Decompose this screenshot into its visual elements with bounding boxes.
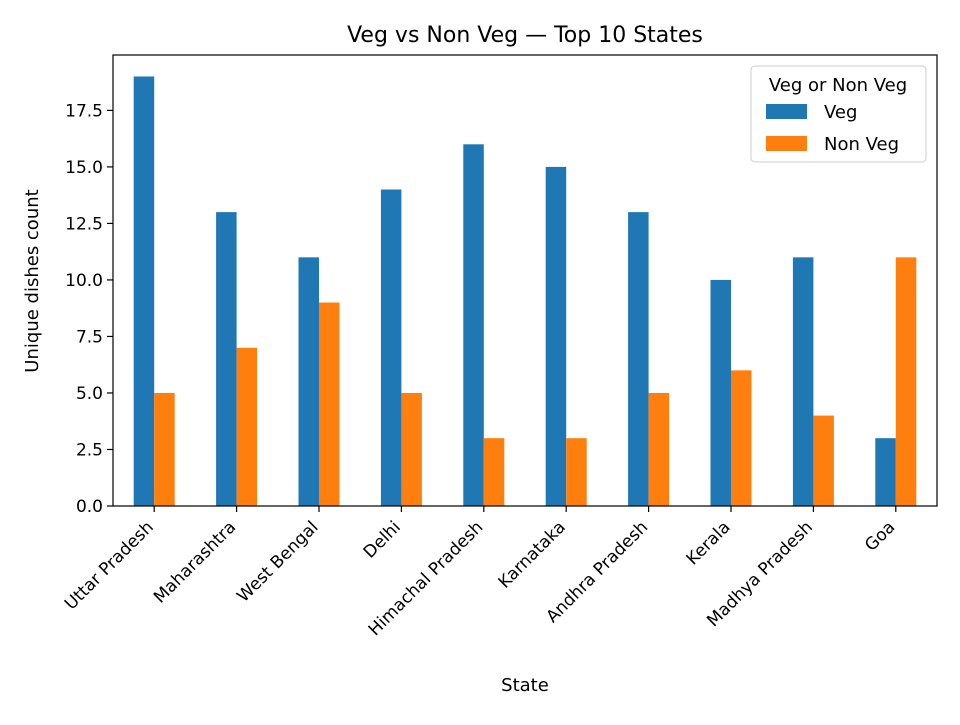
x-tick-label: West Bengal bbox=[233, 517, 322, 606]
y-tick-label: 12.5 bbox=[65, 214, 103, 234]
legend-label-veg: Veg bbox=[824, 102, 857, 123]
bar-non-veg-delhi bbox=[401, 392, 422, 506]
x-tick-label: Goa bbox=[861, 517, 899, 555]
bar-non-veg-himachal-pradesh bbox=[483, 438, 505, 506]
bar-veg-karnataka bbox=[545, 166, 567, 506]
bar-non-veg-karnataka bbox=[566, 438, 587, 506]
y-tick-label: 15.0 bbox=[65, 158, 103, 178]
bar-veg-goa bbox=[875, 438, 896, 506]
bars-layer bbox=[133, 76, 917, 506]
x-tick-label: Karnataka bbox=[495, 517, 570, 592]
bar-non-veg-uttar-pradesh bbox=[154, 392, 175, 506]
bar-veg-uttar-pradesh bbox=[133, 76, 155, 506]
bar-non-veg-goa bbox=[895, 257, 917, 506]
y-tick-label: 17.5 bbox=[65, 101, 103, 121]
x-tick-label: Uttar Pradesh bbox=[61, 517, 158, 614]
y-tick-label: 0.0 bbox=[76, 497, 103, 517]
x-axis-label: State bbox=[501, 675, 549, 696]
legend-swatch-veg bbox=[766, 104, 807, 119]
legend-title: Veg or Non Veg bbox=[769, 75, 907, 96]
bar-non-veg-kerala bbox=[731, 370, 752, 506]
bar-veg-andhra-pradesh bbox=[628, 212, 649, 506]
bar-veg-west-bengal bbox=[298, 257, 319, 506]
x-tick-label: Kerala bbox=[683, 517, 735, 569]
bar-veg-maharashtra bbox=[216, 212, 237, 506]
legend: Veg or Non Veg Veg Non Veg bbox=[750, 65, 927, 163]
bar-non-veg-maharashtra bbox=[236, 347, 258, 506]
y-axis-label: Unique dishes count bbox=[22, 189, 43, 372]
y-tick-label: 7.5 bbox=[76, 327, 103, 347]
bar-non-veg-madhya-pradesh bbox=[813, 415, 834, 506]
bar-veg-himachal-pradesh bbox=[463, 144, 484, 506]
y-tick-label: 10.0 bbox=[65, 271, 103, 291]
y-tick-label: 5.0 bbox=[76, 384, 103, 404]
legend-swatch-non-veg bbox=[766, 136, 807, 151]
bar-veg-madhya-pradesh bbox=[792, 257, 814, 506]
x-tick-label: Delhi bbox=[360, 517, 405, 562]
chart-title: Veg vs Non Veg — Top 10 States bbox=[347, 23, 703, 48]
plot-frame bbox=[112, 54, 938, 507]
bar-veg-delhi bbox=[380, 189, 402, 506]
bar-veg-kerala bbox=[710, 279, 731, 506]
bar-non-veg-west-bengal bbox=[319, 302, 340, 506]
x-tick-label: Maharashtra bbox=[150, 517, 240, 607]
bar-non-veg-andhra-pradesh bbox=[648, 392, 670, 506]
y-tick-label: 2.5 bbox=[76, 440, 103, 460]
legend-label-non-veg: Non Veg bbox=[824, 134, 899, 155]
